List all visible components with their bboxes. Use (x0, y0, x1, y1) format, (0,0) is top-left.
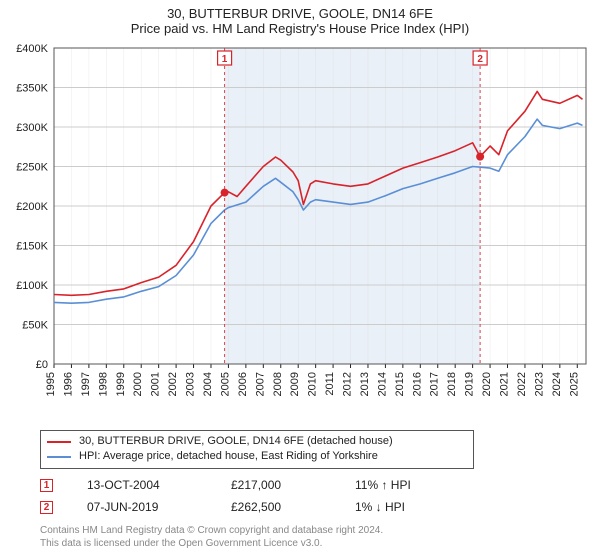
svg-text:2006: 2006 (237, 372, 249, 396)
svg-text:£200K: £200K (16, 201, 48, 213)
svg-text:1996: 1996 (62, 372, 74, 396)
svg-text:£150K: £150K (16, 241, 48, 253)
legend-row: 30, BUTTERBUR DRIVE, GOOLE, DN14 6FE (de… (47, 434, 467, 449)
title-address: 30, BUTTERBUR DRIVE, GOOLE, DN14 6FE (0, 6, 600, 21)
svg-text:2007: 2007 (254, 372, 266, 396)
svg-text:2018: 2018 (446, 372, 458, 396)
footer-line2: This data is licensed under the Open Gov… (40, 537, 383, 550)
legend: 30, BUTTERBUR DRIVE, GOOLE, DN14 6FE (de… (40, 430, 474, 469)
svg-text:2015: 2015 (394, 372, 406, 396)
svg-text:£100K: £100K (16, 280, 48, 292)
svg-text:1998: 1998 (97, 372, 109, 396)
sale-date: 07-JUN-2019 (87, 500, 197, 514)
svg-text:2014: 2014 (376, 372, 388, 396)
svg-text:2003: 2003 (185, 372, 197, 396)
svg-text:2002: 2002 (167, 372, 179, 396)
sale-marker: 2 (40, 501, 53, 514)
svg-text:£400K: £400K (16, 43, 48, 55)
svg-text:1: 1 (222, 54, 228, 65)
svg-text:£0: £0 (36, 359, 48, 371)
line-chart: £0 £50K £100K £150K £200K £250K £300K £350K £400… (0, 42, 600, 422)
svg-text:1997: 1997 (80, 372, 92, 396)
sale-marker: 1 (40, 479, 53, 492)
legend-swatch (47, 441, 71, 443)
svg-text:1999: 1999 (115, 372, 127, 396)
svg-text:2004: 2004 (202, 372, 214, 396)
svg-text:2009: 2009 (289, 372, 301, 396)
svg-text:2021: 2021 (499, 372, 511, 396)
svg-text:2011: 2011 (324, 372, 336, 396)
sale-date: 13-OCT-2004 (87, 478, 197, 492)
svg-text:£50K: £50K (22, 320, 48, 332)
sale-delta: 1% ↓ HPI (355, 500, 405, 514)
legend-text: 30, BUTTERBUR DRIVE, GOOLE, DN14 6FE (de… (79, 434, 393, 449)
svg-text:2010: 2010 (307, 372, 319, 396)
svg-text:2000: 2000 (132, 372, 144, 396)
sale-records: 1 13-OCT-2004 £217,000 11% ↑ HPI 2 07-JUN-201… (40, 474, 560, 518)
svg-text:£300K: £300K (16, 122, 48, 134)
svg-text:2017: 2017 (429, 372, 441, 396)
svg-text:2024: 2024 (551, 372, 563, 396)
svg-text:£250K: £250K (16, 162, 48, 174)
svg-text:2008: 2008 (272, 372, 284, 396)
legend-swatch (47, 456, 71, 458)
svg-text:2013: 2013 (359, 372, 371, 396)
svg-text:2005: 2005 (219, 372, 231, 396)
svg-text:2012: 2012 (342, 372, 354, 396)
sale-price: £262,500 (231, 500, 321, 514)
sale-row: 1 13-OCT-2004 £217,000 11% ↑ HPI (40, 474, 560, 496)
svg-text:2019: 2019 (464, 372, 476, 396)
legend-row: HPI: Average price, detached house, East… (47, 449, 467, 464)
svg-text:£350K: £350K (16, 83, 48, 95)
footer-line1: Contains HM Land Registry data © Crown c… (40, 524, 383, 537)
svg-text:2025: 2025 (568, 372, 580, 396)
svg-text:2020: 2020 (481, 372, 493, 396)
svg-text:2022: 2022 (516, 372, 528, 396)
sale-price: £217,000 (231, 478, 321, 492)
sale-delta: 11% ↑ HPI (355, 478, 411, 492)
svg-text:1995: 1995 (45, 372, 57, 396)
svg-text:2023: 2023 (533, 372, 545, 396)
title-subtitle: Price paid vs. HM Land Registry's House … (0, 21, 600, 36)
svg-text:2001: 2001 (150, 372, 162, 396)
sale-row: 2 07-JUN-2019 £262,500 1% ↓ HPI (40, 496, 560, 518)
chart-title: 30, BUTTERBUR DRIVE, GOOLE, DN14 6FE Pri… (0, 0, 600, 36)
legend-text: HPI: Average price, detached house, East… (79, 449, 378, 464)
svg-text:2016: 2016 (411, 372, 423, 396)
footer-attribution: Contains HM Land Registry data © Crown c… (40, 524, 383, 550)
svg-text:2: 2 (477, 54, 483, 65)
